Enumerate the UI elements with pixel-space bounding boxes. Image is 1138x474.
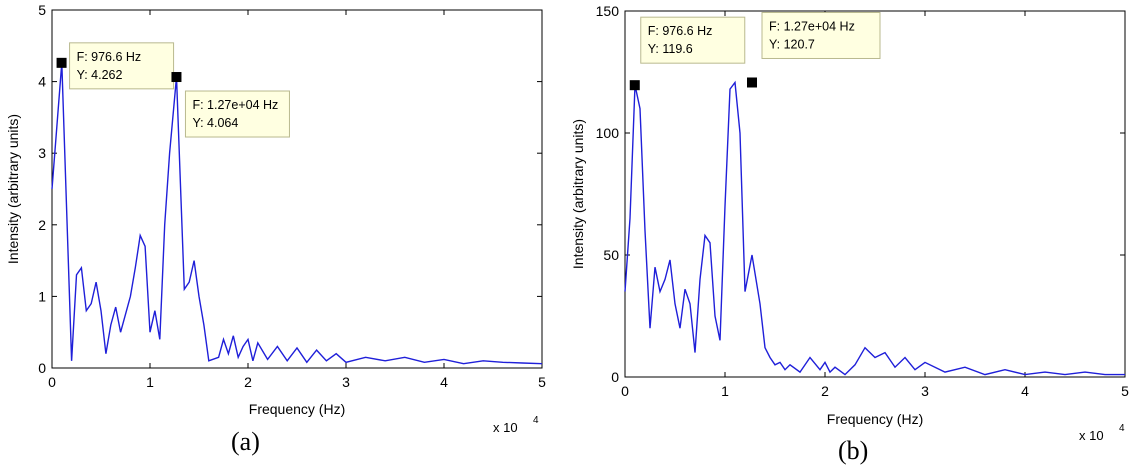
y-tick-label: 4	[38, 74, 46, 90]
y-tick-label: 150	[596, 3, 620, 19]
chart-panel-a: 0 1 2 3 4 5 0 1 2 3 4 5 Frequency (Hz) Intensity (arb…	[5, 2, 546, 435]
x-tick-label: 5	[1121, 383, 1129, 399]
y-tick-label: 0	[611, 369, 619, 385]
plot-frame	[624, 10, 1126, 378]
x-tick-label: 4	[1021, 383, 1029, 399]
series-line	[624, 80, 1125, 376]
x-tick-label: 0	[621, 383, 629, 399]
data-tip-value: Y: 119.6	[648, 42, 693, 56]
data-tip-box	[640, 16, 746, 64]
x-multiplier-label: x 10	[493, 420, 518, 435]
data-tip-value: Y: 120.7	[769, 37, 815, 51]
x-tick-label: 0	[48, 374, 56, 390]
data-tip-marker	[171, 72, 182, 83]
x-axis-label: Frequency (Hz)	[827, 411, 923, 427]
x-axis-label: Frequency (Hz)	[249, 401, 345, 417]
data-tip-marker	[747, 77, 757, 88]
data-tip-value: Y: 4.262	[77, 68, 123, 82]
data-tip-freq: F: 976.6 Hz	[77, 50, 142, 64]
y-axis-label: Intensity (arbitrary units)	[570, 119, 586, 269]
x-tick-label: 1	[721, 383, 729, 399]
y-tick-label: 100	[596, 125, 620, 141]
panel-label-b: (b)	[838, 436, 869, 465]
x-tick-label: 2	[821, 383, 829, 399]
x-multiplier-exponent: 4	[1119, 423, 1125, 434]
x-tick-label: 3	[921, 383, 929, 399]
x-multiplier-label: x 10	[1079, 428, 1104, 443]
x-tick-label: 3	[342, 374, 350, 390]
data-tip-freq: F: 1.27e+04 Hz	[192, 98, 278, 112]
y-tick-label: 5	[38, 2, 46, 18]
data-tip-value: Y: 4.064	[192, 116, 238, 130]
x-tick-label: 1	[146, 374, 154, 390]
data-tip-freq: F: 1.27e+04 Hz	[769, 19, 855, 33]
data-tip-freq: F: 976.6 Hz	[648, 24, 713, 38]
x-tick-label: 2	[244, 374, 252, 390]
panel-label-a: (a)	[231, 427, 260, 456]
series-line	[51, 62, 543, 365]
y-tick-label: 1	[38, 288, 46, 304]
y-tick-label: 50	[603, 247, 619, 263]
data-tip-marker	[629, 80, 640, 91]
x-multiplier-exponent: 4	[533, 415, 539, 426]
data-tip-box	[184, 90, 290, 138]
y-tick-label: 0	[38, 360, 46, 376]
data-tip-marker	[56, 57, 67, 68]
x-tick-label: 4	[440, 374, 448, 390]
x-tick-label: 5	[538, 374, 546, 390]
data-tip-box	[69, 42, 175, 90]
data-tip-box	[761, 11, 881, 59]
y-tick-label: 3	[38, 145, 46, 161]
y-axis-label: Intensity (arbitrary units)	[5, 114, 21, 264]
y-tick-label: 2	[38, 217, 46, 233]
